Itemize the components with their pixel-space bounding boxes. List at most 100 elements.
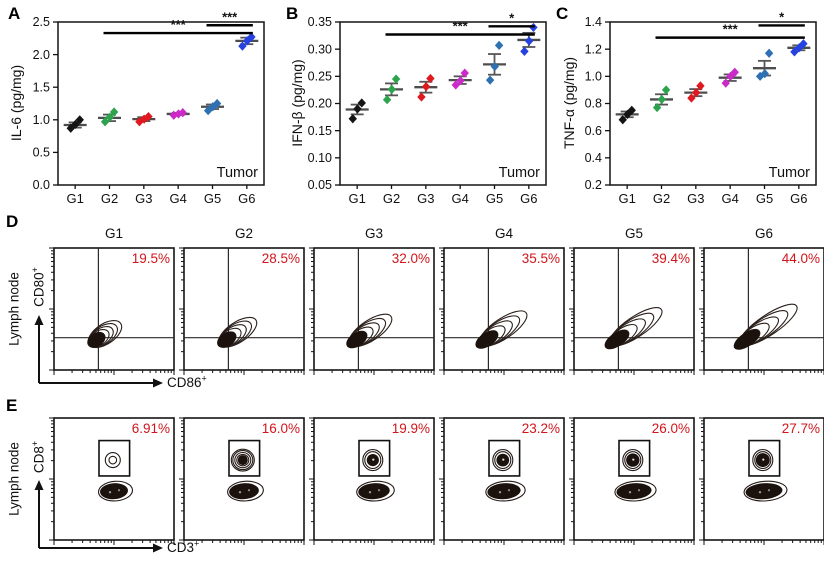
x-category-label: G2 [653,191,670,206]
data-point [764,48,774,58]
flow-plot-e2: 16.0% [176,410,312,564]
flow-plot-e4: 23.2% [436,410,572,564]
gate-box [488,439,521,477]
contour-detail [758,491,762,494]
data-point [105,112,114,122]
flow-plot-svg [309,417,435,545]
row-d-tissue-label: Lymph node [6,272,22,346]
significance-stars: * [779,9,785,24]
flow-plot-svg [49,247,175,375]
data-point [451,80,460,90]
flow-frame [53,417,175,541]
gate-box [358,439,391,477]
contour-detail [632,458,635,461]
data-point [790,47,799,57]
data-point [169,110,178,120]
flow-frame [573,247,695,371]
contour-detail [238,491,242,494]
data-point [212,98,222,109]
data-point [421,82,431,92]
x-category-label: G3 [687,191,704,206]
data-point [696,81,705,91]
y-tick-label: 1.5 [33,80,50,94]
row-e-axis-arrows [34,480,163,553]
data-point [391,74,401,84]
data-point [357,98,366,108]
population-core [217,331,237,348]
contour-ring [234,451,252,469]
y-tick-label: 0.20 [308,97,332,111]
data-point [456,76,465,86]
flow-frame [313,417,435,541]
percentage-label: 35.5% [521,251,560,266]
flow-frame [703,417,824,541]
row-d-x-axis-text: CD86 [167,375,202,390]
flow-plot-e3: 19.9% [306,410,442,564]
y-tick-label: 0.05 [308,178,332,192]
contour-ring [108,455,118,465]
data-point [348,114,357,124]
percentage-label: 19.5% [131,251,170,266]
population-core [745,483,783,500]
y-tick-label: 2.5 [33,15,50,29]
population-core [487,483,521,500]
row-e-tissue-label: Lymph node [6,442,22,516]
contour-ring [743,480,788,502]
flow-plot-svg [49,417,175,545]
flow-plot-d1: G1 19.5% [46,226,182,386]
x-category-label: G1 [618,191,635,206]
panel-label-a: A [8,4,21,23]
y-tick-label: 0.0 [33,178,50,192]
contour-detail [247,489,251,492]
row-e-x-axis-sup: + [194,538,200,549]
data-point [139,114,149,124]
data-point [460,68,469,78]
row-d-y-axis-sup: + [30,267,40,273]
row-d-y-arrowhead-icon [34,315,44,325]
plot-frame [57,21,265,186]
flow-plot-svg [569,247,695,375]
panel-label-e: E [6,396,18,415]
panel-ifnb: B IFN-β (pg/mg) 0.05 0.10 0.15 0.20 0.25 0.30… [282,0,557,212]
x-category-label: G4 [169,191,186,206]
percentage-label: 6.91% [131,421,170,436]
y-tick-label: 0.15 [308,124,332,138]
y-tick-label: 0.6 [585,124,602,138]
y-tick-label: 1.0 [585,70,602,84]
data-point [71,119,80,129]
significance-stars: *** [171,17,187,32]
y-tick-label: 2.0 [33,48,50,62]
flow-frame [703,247,824,371]
contour-detail [498,491,502,494]
population-core [733,329,760,350]
data-point [485,75,495,85]
population-core [87,331,106,348]
population-core [475,330,498,349]
x-category-label: G2 [383,191,400,206]
y-tick-label: 0.35 [308,15,332,29]
row-e-x-arrowhead-icon [153,543,163,553]
row-d-x-arrowhead-icon [153,378,163,388]
contour-ring [624,451,642,470]
row-e-y-axis-text: CD8 [31,446,47,474]
contour-ring [492,449,514,472]
flow-plot-svg [179,247,305,375]
percentage-label: 44.0% [781,251,820,266]
flow-plot-d2: G2 28.5% [176,226,312,386]
y-tick-label: 0.30 [308,42,332,56]
percentage-label: 32.0% [391,251,430,266]
flow-plot-title: G2 [234,226,253,241]
x-category-label: G6 [520,191,537,206]
flow-frame [313,247,435,371]
panel-label-b: B [286,4,299,23]
contour-ring [362,449,384,472]
contour-ring [364,451,382,470]
x-category-label: G3 [417,191,434,206]
x-category-label: G3 [135,191,152,206]
x-category-label: G5 [756,191,773,206]
percentage-label: 39.4% [651,251,690,266]
flow-plot-d5: G5 39.4% [566,226,702,386]
x-category-label: G1 [348,191,365,206]
data-point [242,36,252,46]
data-point [109,107,119,117]
